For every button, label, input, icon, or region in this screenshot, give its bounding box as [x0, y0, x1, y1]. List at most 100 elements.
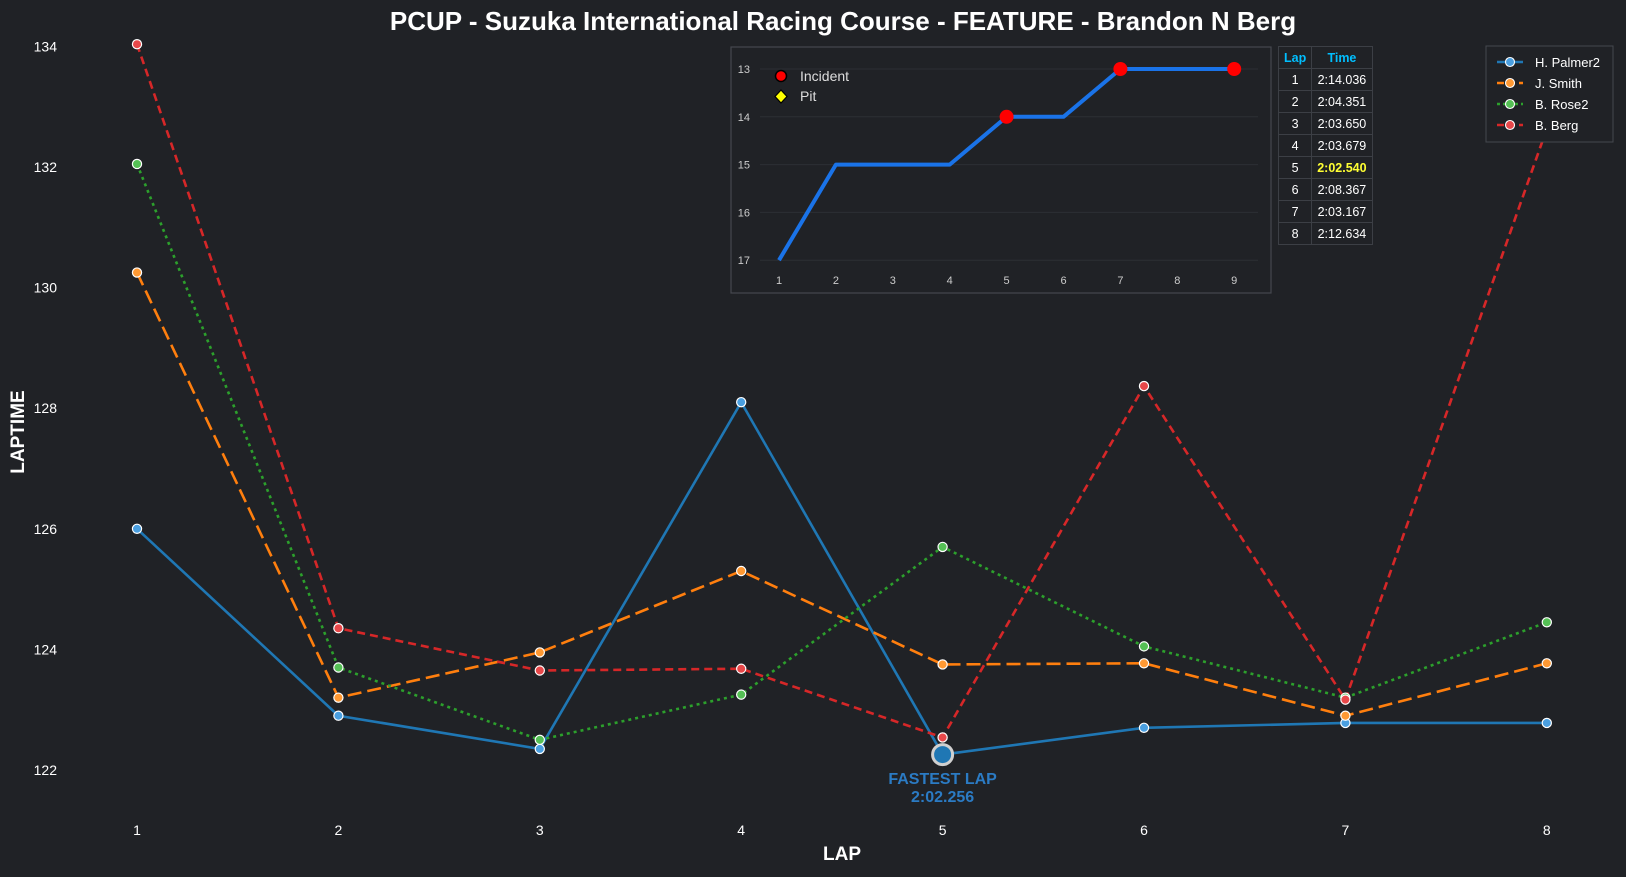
data-point: [131, 39, 143, 50]
incident-legend-label: Incident: [800, 68, 849, 84]
lap-time-cell: 2:03.679: [1311, 134, 1373, 157]
lap-number-cell: 4: [1277, 134, 1313, 157]
table-row: 3 2:03.650: [1277, 112, 1373, 135]
lap-number-cell: 1: [1277, 68, 1313, 91]
series-line: [135, 271, 1548, 718]
inset-frame: [730, 46, 1272, 294]
incident-legend-icon: [774, 69, 788, 83]
inset-x-tick-label: 9: [1231, 275, 1237, 287]
inset-y-tick-label: 14: [738, 112, 750, 124]
lap-number-cell: 8: [1277, 222, 1313, 245]
x-tick-label: 4: [737, 822, 745, 838]
data-point: [131, 523, 143, 535]
legend-marker: [1504, 77, 1516, 89]
series-line: [135, 43, 1549, 740]
data-point: [333, 710, 344, 721]
data-point: [1541, 717, 1553, 729]
legend-marker: [1504, 98, 1516, 110]
incident-marker: [999, 109, 1014, 124]
lap-time-cell: 2:03.167: [1311, 200, 1373, 223]
data-point: [1138, 658, 1150, 669]
table-row: 7 2:03.167: [1277, 200, 1373, 223]
y-tick-label: 134: [34, 38, 58, 54]
lap-time-cell: 2:02.540: [1311, 156, 1373, 179]
inset-x-tick-label: 1: [776, 275, 782, 287]
pit-legend-label: Pit: [800, 88, 816, 104]
inset-x-tick-label: 2: [833, 275, 839, 287]
data-point: [937, 541, 948, 553]
pit-diamond-icon: [774, 89, 788, 104]
y-tick-label: 130: [34, 280, 58, 296]
y-tick-label: 122: [34, 762, 58, 778]
table-row: 2 2:04.351: [1277, 90, 1373, 113]
data-point: [1541, 658, 1553, 669]
y-tick-label: 126: [34, 521, 58, 537]
lap-column-header: Lap: [1277, 46, 1313, 69]
x-tick-label: 6: [1140, 822, 1148, 838]
table-row: 1 2:14.036: [1277, 68, 1373, 91]
inset-x-tick-label: 6: [1060, 275, 1066, 287]
data-point: [534, 647, 546, 658]
data-point: [1138, 380, 1150, 392]
data-point: [1340, 710, 1351, 721]
lap-number-cell: 6: [1277, 178, 1313, 201]
legend-label: B. Berg: [1535, 118, 1578, 133]
data-point: [333, 692, 344, 703]
data-point: [534, 743, 546, 755]
data-point: [937, 659, 948, 670]
legend-label: J. Smith: [1535, 76, 1582, 91]
inset-x-tick-label: 7: [1117, 275, 1123, 287]
lap-number-cell: 7: [1277, 200, 1313, 223]
data-point: [1541, 617, 1553, 628]
data-point: [736, 565, 747, 577]
inset-x-tick-label: 5: [1004, 275, 1010, 287]
y-tick-label: 124: [34, 641, 58, 657]
y-axis-label: LAPTIME: [8, 390, 29, 473]
data-point: [534, 665, 546, 676]
data-point: [1138, 722, 1150, 733]
legend-marker: [1504, 119, 1516, 131]
lap-number-cell: 5: [1277, 156, 1313, 179]
lap-number-cell: 2: [1277, 90, 1313, 113]
x-tick-label: 8: [1543, 822, 1551, 838]
y-tick-label: 128: [34, 400, 58, 416]
lap-times-body: 1 2:14.036 2 2:04.351 3 2:03.650 4 2:03.679 5 2:0…: [1277, 68, 1373, 245]
data-point: [736, 689, 747, 700]
data-point: [736, 396, 747, 408]
inset-x-tick-label: 8: [1174, 275, 1180, 287]
inset-y-tick-label: 17: [738, 255, 750, 267]
table-row: 5 2:02.540: [1277, 156, 1373, 179]
data-point: [937, 732, 948, 743]
data-point: [1340, 694, 1351, 705]
series-legend: H. Palmer2 J. Smith B. Rose2 B. Berg: [1485, 45, 1614, 143]
series-line: [135, 163, 1548, 742]
table-header-row: Lap Time: [1277, 46, 1373, 69]
legend-label: H. Palmer2: [1535, 55, 1600, 70]
lap-time-cell: 2:12.634: [1311, 222, 1373, 245]
incident-marker: [1227, 62, 1242, 76]
series-line: [136, 399, 1547, 756]
lap-time-cell: 2:08.367: [1311, 178, 1373, 201]
data-point: [1138, 641, 1150, 652]
data-point: [131, 158, 143, 170]
time-column-header: Time: [1311, 46, 1373, 69]
x-tick-label: 3: [536, 822, 544, 838]
fastest-lap-marker: [931, 743, 955, 767]
inset-y-tick-label: 13: [738, 64, 750, 76]
position-inset-chart: 13 14 15 16 17 1 2 3 4 5 6 7 8 9 Incident Pit: [730, 46, 1272, 294]
lap-times-table: Lap Time 1 2:14.036 2 2:04.351 3 2:03.650 4 2:0…: [1277, 46, 1373, 245]
legend-label: B. Rose2: [1535, 97, 1588, 112]
lap-time-cell: 2:04.351: [1311, 90, 1373, 113]
x-axis-label: LAP: [823, 844, 861, 865]
inset-y-tick-label: 16: [738, 207, 750, 219]
lap-time-cell: 2:14.036: [1311, 68, 1373, 91]
chart-title: PCUP - Suzuka International Racing Cours…: [390, 6, 1296, 36]
data-point: [333, 662, 344, 673]
x-tick-label: 1: [133, 822, 141, 838]
data-point: [534, 734, 546, 746]
data-point: [333, 623, 344, 634]
x-tick-label: 7: [1342, 822, 1350, 838]
